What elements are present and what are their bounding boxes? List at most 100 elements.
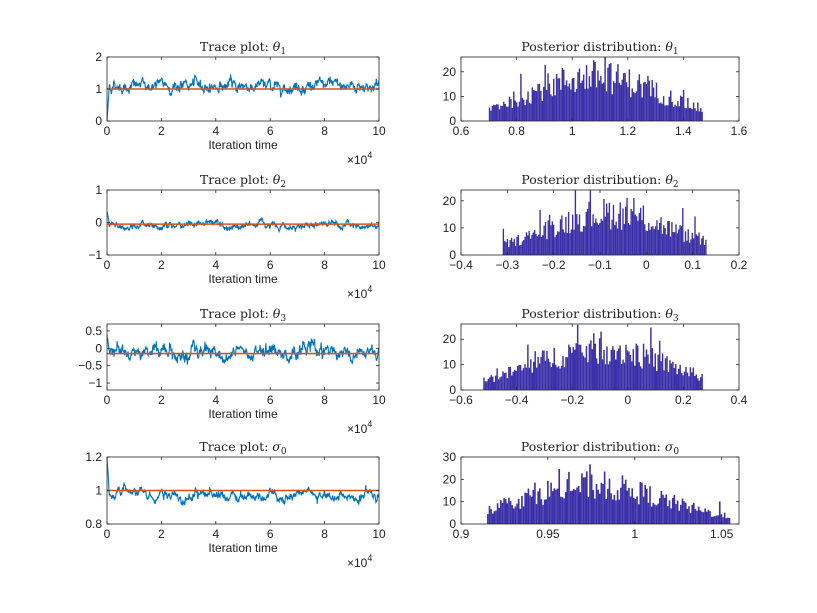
- hist4-xtick-label: 0.95: [536, 527, 560, 541]
- hist4-bar: [637, 504, 640, 524]
- hist1-bar: [582, 74, 585, 121]
- hist1-bar: [563, 69, 565, 121]
- hist4-bar: [710, 516, 713, 524]
- hist2-xtick-label: −0.1: [588, 258, 612, 272]
- hist1-bar: [518, 101, 521, 121]
- hist2-bar: [644, 224, 646, 255]
- hist3-bar: [694, 375, 696, 390]
- hist3-marks: [483, 324, 703, 390]
- hist3-bar: [506, 378, 509, 390]
- hist4-ytick-label: 10: [443, 495, 457, 509]
- hist1-bar: [594, 61, 596, 121]
- hist1-bar: [648, 80, 651, 121]
- hist2-bar: [669, 236, 672, 255]
- hist3-bar: [642, 343, 645, 390]
- hist4-bar: [654, 504, 656, 524]
- hist4-bar: [585, 471, 588, 524]
- hist3-bar: [490, 375, 493, 390]
- hist3-bar: [578, 344, 580, 390]
- trace3-ytick-label: 0.5: [85, 324, 102, 338]
- hist4-bar: [543, 499, 546, 524]
- hist2-bar: [555, 234, 558, 255]
- hist3-bar: [530, 359, 532, 390]
- hist4-bar: [705, 511, 708, 524]
- hist4-bar: [633, 497, 635, 524]
- hist3-bar: [527, 344, 529, 390]
- hist3-bar: [664, 358, 667, 390]
- hist3-bar: [650, 327, 652, 390]
- hist4-bar: [560, 496, 562, 524]
- hist3-bar: [559, 368, 561, 390]
- hist4-bar: [516, 503, 518, 524]
- hist1-bar: [523, 99, 525, 121]
- hist2-bar: [652, 226, 654, 255]
- trace1-marks: [107, 74, 379, 121]
- hist1-bar: [694, 108, 696, 121]
- hist4-bar: [718, 501, 721, 524]
- hist1-bar: [620, 85, 622, 121]
- hist4-bar: [503, 498, 505, 524]
- hist3-bar: [619, 345, 621, 390]
- hist2-bar: [514, 246, 517, 255]
- hist1-bar: [584, 88, 586, 121]
- hist2-bar: [695, 234, 698, 255]
- hist2-bar: [548, 214, 551, 255]
- hist4-bar: [618, 499, 621, 524]
- hist1-bar: [652, 87, 655, 121]
- hist1-bar: [650, 96, 652, 121]
- hist3-bar: [615, 359, 617, 390]
- hist4-bar: [610, 493, 612, 524]
- hist1-bar: [667, 105, 669, 121]
- hist3-bar: [679, 364, 681, 390]
- hist2-bar: [634, 214, 636, 255]
- hist4-bar: [571, 490, 574, 524]
- hist1-bar: [508, 96, 511, 121]
- trace3-panel: Trace plot: θ3 0 2 4 6 8 10 −1 −0.5 0 0.5 Iteration…: [78, 306, 386, 436]
- hist2-bar: [562, 229, 564, 255]
- hist4-bar: [538, 488, 541, 524]
- hist4-bar: [509, 501, 512, 524]
- hist4-bar: [487, 514, 489, 524]
- hist3-panel: Posterior distribution: θ3 −0.6 −0.4 −0.2 0 0…: [443, 306, 748, 407]
- trace2-axes-box: [106, 189, 380, 256]
- hist1-bar: [525, 99, 528, 121]
- hist1-xtick-label: 0.6: [453, 124, 470, 138]
- hist1-bar: [700, 108, 702, 121]
- hist2-bar: [580, 231, 582, 255]
- trace3-xtick-label: 6: [267, 393, 274, 407]
- hist2-bar: [649, 229, 651, 255]
- hist1-bar: [680, 95, 682, 121]
- hist1-bar: [631, 88, 633, 121]
- hist4-bar: [547, 480, 549, 524]
- hist4-panel: Posterior distribution: σ0 0.9 0.95 1 1.05 0 1…: [443, 439, 740, 541]
- hist2-bar: [638, 212, 640, 255]
- hist2-bar: [573, 229, 575, 255]
- hist4-bar: [675, 503, 677, 524]
- hist1-bar: [553, 78, 555, 121]
- hist3-bar: [636, 345, 639, 390]
- hist1-bar: [521, 97, 524, 121]
- hist1-bar: [601, 83, 603, 121]
- hist1-bar: [632, 92, 635, 121]
- trace3-xlabel: Iteration time: [208, 407, 278, 421]
- hist1-bar: [497, 104, 499, 121]
- hist4-bar: [594, 498, 596, 524]
- hist1-bar: [591, 70, 593, 121]
- hist2-marks: [502, 190, 707, 255]
- hist4-bar: [534, 482, 536, 524]
- hist2-bar: [701, 238, 703, 255]
- hist2-bar: [506, 239, 509, 255]
- hist1-bar: [495, 104, 498, 121]
- hist4-bar: [693, 502, 695, 524]
- hist1-xtick-label: 1: [569, 124, 576, 138]
- hist2-bar: [604, 216, 606, 255]
- hist3-bar: [585, 346, 588, 390]
- hist1-bar: [671, 102, 673, 121]
- hist2-bar: [513, 238, 515, 255]
- hist2-bar: [574, 190, 577, 255]
- hist2-bar: [546, 239, 548, 255]
- hist3-bar: [660, 361, 662, 390]
- hist2-bar: [508, 247, 510, 255]
- hist4-bar: [563, 498, 565, 524]
